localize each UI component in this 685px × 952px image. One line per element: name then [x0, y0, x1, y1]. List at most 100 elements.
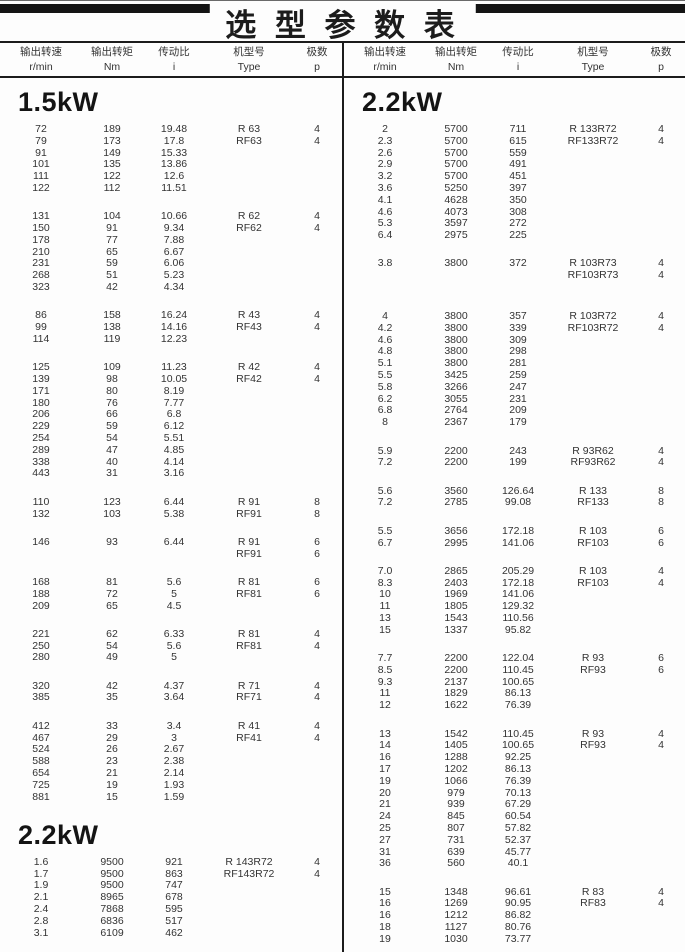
cell-type: [206, 270, 292, 282]
cell-ratio: 52.37: [504, 833, 532, 846]
cell-speed: 36: [379, 857, 391, 870]
cell-type: [550, 752, 636, 764]
header-label-cn: 输出转矩: [435, 46, 477, 58]
cell-poles: [636, 370, 685, 382]
cell-type: [206, 792, 292, 804]
cell-speed: 5.9: [377, 444, 393, 457]
table-row: 8.5 2200 110.45 RF93 6: [344, 664, 685, 677]
cell-type: R 93: [581, 727, 605, 740]
cell-poles: [292, 445, 342, 457]
cell-ratio: 451: [509, 170, 527, 183]
cell-speed: 114: [32, 332, 50, 345]
cell-poles: [636, 788, 685, 800]
table-row: 2.6 5700 559: [344, 147, 685, 160]
cell-ratio: 80.76: [504, 921, 532, 934]
cell-type: R 43: [237, 309, 261, 322]
cell-speed: 168: [32, 575, 50, 588]
cell-ratio: 397: [509, 181, 527, 194]
table-row: 139 98 10.05 RF42 4: [0, 373, 342, 386]
header-label-cn: 传动比: [502, 46, 534, 58]
cell-ratio: 5.38: [163, 507, 185, 520]
cell-torque: 5700: [444, 134, 468, 147]
cell-type: RF103R72: [567, 321, 619, 334]
table-row: 99 138 14.16 RF43 4: [0, 321, 342, 334]
cell-type: [550, 405, 636, 417]
cell-speed: [344, 270, 426, 282]
row-group: 5.6 3560 126.64 R 133 8 7.2 2785 99.08 RF133 8: [344, 485, 685, 510]
cell-torque: 3266: [444, 380, 468, 393]
cell-type: [206, 445, 292, 457]
cell-torque: 49: [106, 651, 118, 664]
cell-speed: 110: [32, 495, 50, 508]
header-label-unit: Type: [237, 61, 261, 73]
cell-poles: 6: [314, 547, 320, 560]
cell-speed: 7.7: [377, 652, 393, 665]
cell-ratio: 13.86: [160, 158, 188, 171]
cell-speed: 2.4: [33, 903, 49, 916]
table-row: 4 3800 357 R 103R72 4: [344, 310, 685, 323]
cell-poles: [292, 457, 342, 469]
table-row: 6.7 2995 141.06 RF103 6: [344, 536, 685, 550]
table-row: 168 81 5.6 R 81 6: [0, 575, 342, 589]
cell-speed: 9.3: [377, 675, 393, 688]
cell-speed: 7.2: [377, 496, 393, 509]
cell-poles: [636, 394, 685, 406]
cell-poles: [636, 183, 685, 195]
table-row: 280 49 5: [0, 652, 342, 664]
cell-ratio: 60.54: [504, 810, 532, 823]
cell-ratio: 11.51: [161, 181, 187, 194]
table-row: 111 122 12.6: [0, 170, 342, 183]
cell-poles: [292, 780, 342, 792]
cell-ratio: 14.16: [160, 321, 188, 334]
cell-torque: 560: [447, 857, 465, 870]
table-row: 725 19 1.93: [0, 778, 342, 792]
cell-ratio: 92.25: [504, 751, 532, 764]
table-row: 6.4 2975 225: [344, 229, 685, 242]
cell-ratio: 259: [509, 369, 527, 382]
cell-type: R 93R62: [572, 444, 614, 457]
row-group: 5.9 2200 243 R 93R62 4 7.2 2200 199 RF93R62 4: [344, 444, 685, 470]
table-row: 19 1030 73.77: [344, 933, 685, 946]
row-group: 320 42 4.37 R 71 4 385 35 3.64 RF71 4: [0, 680, 342, 705]
cell-speed: 3.2: [377, 170, 393, 183]
cell-speed: 443: [32, 467, 50, 480]
table-row: 5.6 3560 126.64 R 133 8: [344, 485, 685, 498]
cell-ratio: [142, 549, 206, 561]
cell-speed: 1.9: [33, 879, 49, 892]
table-row: 86 158 16.24 R 43 4: [0, 310, 342, 322]
cell-torque: 2200: [444, 456, 468, 469]
cell-torque: 7868: [100, 903, 124, 916]
cell-poles: 6: [658, 536, 664, 549]
cell-speed: 254: [32, 432, 50, 445]
cell-poles: 4: [658, 321, 664, 334]
cell-speed: 280: [32, 651, 50, 664]
cell-torque: 91: [106, 222, 118, 235]
cell-ratio: 1.93: [163, 778, 185, 791]
cell-ratio: 110.45: [502, 727, 534, 740]
title-box: 选 型 参 数 表: [209, 2, 476, 43]
cell-type: [206, 880, 292, 892]
cell-ratio: 372: [509, 257, 527, 270]
cell-speed: 21: [379, 798, 391, 811]
cell-type: [206, 334, 292, 346]
cell-poles: [636, 858, 685, 870]
cell-speed: 91: [35, 146, 47, 159]
cell-type: [550, 358, 636, 370]
cell-poles: 8: [314, 507, 320, 520]
cell-poles: [292, 601, 342, 613]
cell-ratio: 231: [509, 392, 527, 405]
cell-torque: 149: [103, 146, 121, 159]
cell-torque: 112: [103, 181, 121, 194]
cell-ratio: 243: [509, 444, 527, 457]
cell-type: [550, 218, 636, 230]
header-torque: 输出转矩 Nm: [82, 45, 142, 75]
cell-ratio: 711: [509, 123, 527, 135]
cell-type: R 103R72: [569, 310, 617, 323]
table-row: 7.0 2865 205.29 R 103 4: [344, 565, 685, 578]
cell-ratio: 517: [165, 914, 183, 927]
cell-speed: 209: [32, 599, 50, 612]
table-row: 3.1 6109 462: [0, 927, 342, 940]
cell-speed: 13: [379, 612, 391, 624]
cell-speed: 221: [32, 627, 50, 640]
cell-speed: 229: [32, 420, 50, 433]
